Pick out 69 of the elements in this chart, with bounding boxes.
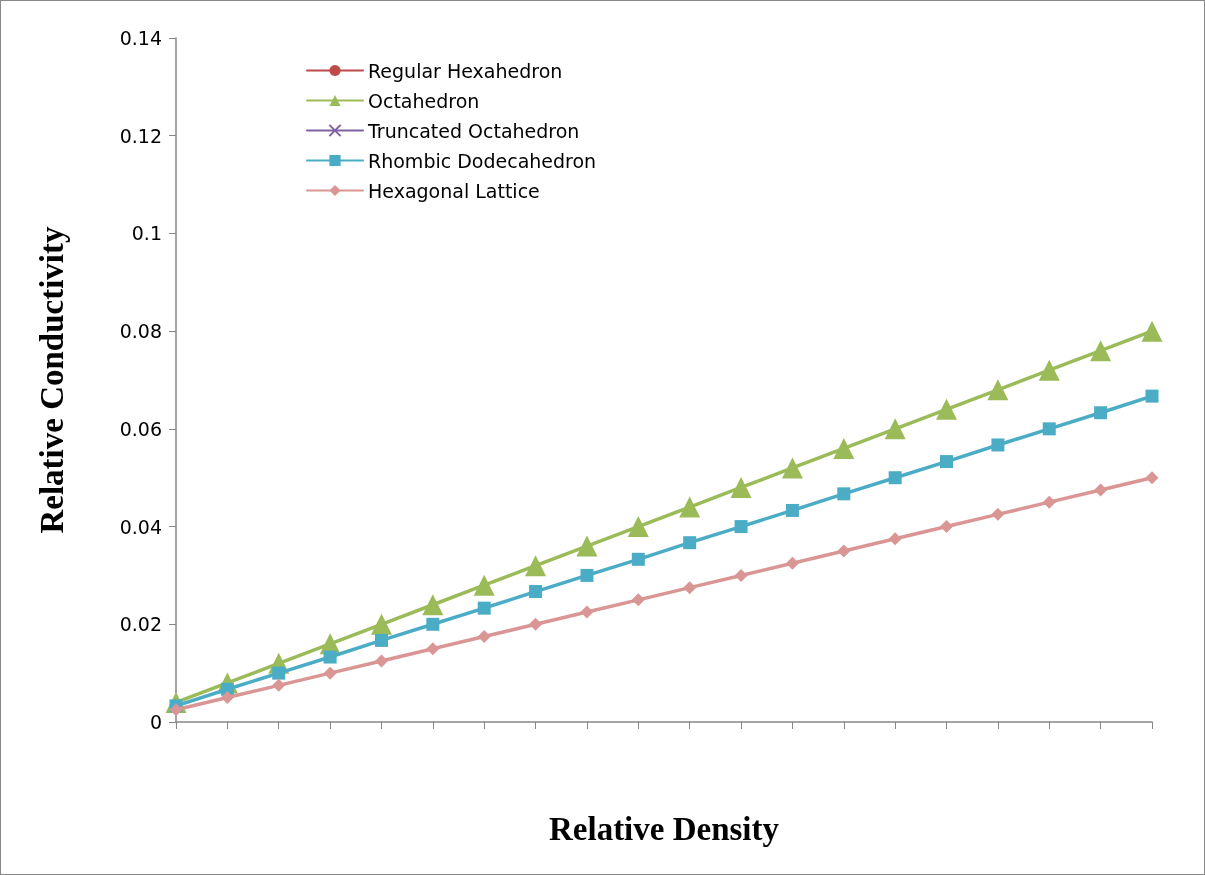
point	[888, 471, 902, 485]
point	[374, 654, 388, 668]
point	[734, 568, 748, 582]
point	[627, 516, 649, 538]
point	[734, 520, 748, 534]
y-tick-label: 0.02	[119, 613, 162, 636]
point	[1094, 483, 1108, 497]
point	[426, 642, 440, 656]
point	[1094, 406, 1108, 420]
point	[477, 630, 491, 643]
point	[370, 613, 392, 635]
point	[1145, 471, 1159, 485]
point	[529, 617, 543, 631]
point	[1038, 359, 1060, 381]
y-tick-label: 0.06	[119, 417, 162, 440]
legend-label: Truncated Octahedron	[367, 119, 580, 142]
point	[580, 568, 594, 582]
legend-label: Octahedron	[368, 89, 480, 112]
point	[631, 552, 645, 566]
point	[1141, 320, 1163, 342]
point	[169, 703, 183, 717]
point	[323, 666, 337, 680]
point	[323, 650, 337, 664]
y-tick-label: 0.14	[119, 27, 162, 49]
point	[1042, 422, 1056, 436]
point	[1090, 340, 1112, 362]
point	[477, 601, 491, 615]
point	[576, 535, 598, 557]
legend-label: Hexagonal Lattice	[368, 179, 540, 202]
point	[987, 379, 1009, 401]
point	[220, 691, 234, 705]
point	[833, 437, 855, 459]
point	[426, 617, 440, 631]
point	[781, 457, 803, 479]
point	[837, 487, 851, 501]
y-axis-title: Relative Conductivity	[33, 225, 70, 534]
y-tick-label: 0.08	[119, 320, 162, 343]
point	[1145, 389, 1159, 403]
point	[529, 585, 543, 599]
legend-label: Regular Hexahedron	[368, 59, 563, 82]
point	[525, 555, 547, 577]
point	[884, 418, 906, 440]
point	[940, 520, 954, 534]
point	[785, 556, 799, 570]
point	[991, 507, 1005, 521]
point	[422, 594, 444, 616]
point	[730, 476, 752, 498]
y-tick-label: 0	[149, 711, 162, 733]
point	[1042, 495, 1056, 509]
y-tick-label: 0.12	[119, 124, 162, 147]
legend-label: Rhombic Dodecahedron	[368, 149, 597, 172]
point	[374, 633, 388, 647]
point	[580, 605, 594, 619]
point	[991, 438, 1005, 452]
x-axis-title: Relative Density	[548, 810, 780, 847]
point	[631, 593, 645, 607]
point	[679, 496, 701, 518]
point	[888, 532, 902, 546]
point	[683, 581, 697, 595]
point	[272, 678, 286, 692]
point	[272, 666, 286, 680]
point	[837, 544, 851, 558]
y-tick-label: 0.04	[119, 515, 162, 538]
point	[785, 503, 799, 517]
point	[473, 574, 495, 596]
point	[940, 455, 954, 469]
y-tick-label: 0.1	[131, 222, 162, 245]
point	[936, 398, 958, 420]
point	[683, 536, 697, 550]
